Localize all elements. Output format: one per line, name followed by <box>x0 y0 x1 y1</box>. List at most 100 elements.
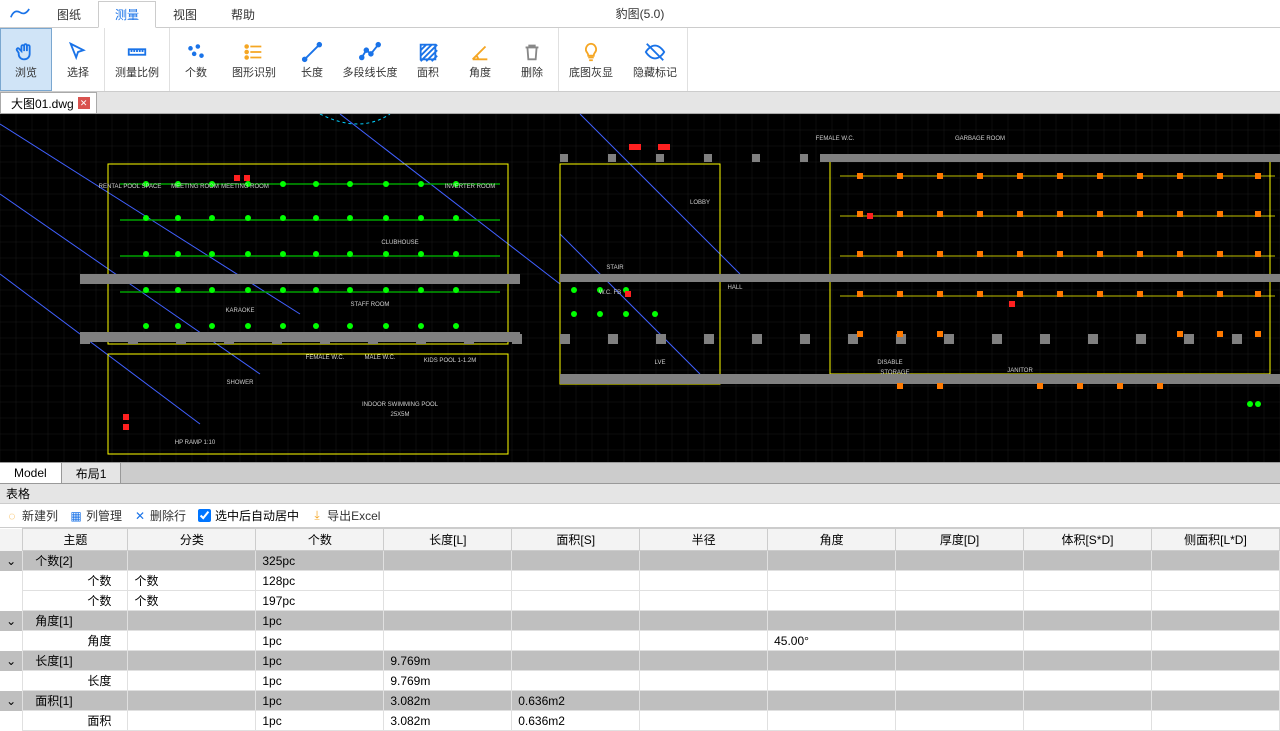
scale-button[interactable]: 测量比例 <box>105 28 169 91</box>
svg-text:JANITOR: JANITOR <box>1007 368 1033 374</box>
document-tab-label: 大图01.dwg <box>11 95 74 112</box>
cursor-icon <box>67 40 89 64</box>
svg-text:STAIR: STAIR <box>606 265 624 271</box>
browse-button[interactable]: 浏览 <box>0 28 52 91</box>
select-button[interactable]: 选择 <box>52 28 104 91</box>
column-header[interactable]: 半径 <box>640 529 768 551</box>
svg-text:HP RAMP 1:10: HP RAMP 1:10 <box>175 440 216 446</box>
line-icon <box>301 40 323 64</box>
svg-text:KIDS POOL 1-1.2M: KIDS POOL 1-1.2M <box>424 358 476 364</box>
app-logo-icon <box>0 0 40 27</box>
delete-row-button[interactable]: ✕ 删除行 <box>134 507 186 524</box>
eye-off-icon <box>644 40 666 64</box>
count-button[interactable]: 个数 <box>170 28 222 91</box>
shape-rec-button[interactable]: 图形识别 <box>222 28 286 91</box>
collapse-icon[interactable]: ⌄ <box>6 654 16 668</box>
drawing-canvas[interactable]: RENTAL POOL SPACE MEETING ROOMMEETING ROO… <box>0 114 1280 462</box>
svg-text:MEETING ROOM: MEETING ROOM <box>171 184 219 190</box>
document-tab-bar: 大图01.dwg ✕ <box>0 92 1280 114</box>
plus-circle-icon: ◌ <box>6 510 18 522</box>
svg-text:KARAOKE: KARAOKE <box>225 308 254 314</box>
layout-tab-1[interactable]: 布局1 <box>62 463 122 483</box>
table-toolbar: ◌ 新建列 ▦ 列管理 ✕ 删除行 选中后自动居中 ⤓ 导出Excel <box>0 504 1280 528</box>
polyline-icon <box>359 40 381 64</box>
list-icon <box>243 40 265 64</box>
dots-icon <box>185 40 207 64</box>
svg-text:INDOOR SWIMMING POOL: INDOOR SWIMMING POOL <box>362 402 439 408</box>
svg-text:GARBAGE ROOM: GARBAGE ROOM <box>955 136 1005 142</box>
table-panel: 表格 ◌ 新建列 ▦ 列管理 ✕ 删除行 选中后自动居中 ⤓ 导出Excel 主… <box>0 484 1280 731</box>
poly-length-button[interactable]: 多段线长度 <box>338 28 402 91</box>
table-row[interactable]: 长度1pc9.769m <box>0 671 1280 691</box>
menu-item-0[interactable]: 图纸 <box>40 0 98 27</box>
svg-text:CLUBHOUSE: CLUBHOUSE <box>381 240 418 246</box>
hatch-icon <box>417 40 439 64</box>
layout-tab-bar: Model布局1 <box>0 462 1280 484</box>
svg-text:LVE: LVE <box>655 360 666 366</box>
svg-text:STAFF ROOM: STAFF ROOM <box>351 302 390 308</box>
hand-icon <box>15 40 37 64</box>
column-header[interactable]: 长度[L] <box>384 529 512 551</box>
auto-center-checkbox[interactable]: 选中后自动居中 <box>198 507 299 524</box>
svg-text:INVERTER ROOM: INVERTER ROOM <box>445 184 496 190</box>
manage-columns-button[interactable]: ▦ 列管理 <box>70 507 122 524</box>
column-header[interactable]: 侧面积[L*D] <box>1151 529 1279 551</box>
length-button[interactable]: 长度 <box>286 28 338 91</box>
table-group-row[interactable]: ⌄面积[1]1pc3.082m0.636m2 <box>0 691 1280 711</box>
svg-text:HALL: HALL <box>727 285 743 291</box>
area-button[interactable]: 面积 <box>402 28 454 91</box>
menu-item-3[interactable]: 帮助 <box>214 0 272 27</box>
export-excel-button[interactable]: ⤓ 导出Excel <box>311 507 380 524</box>
svg-text:MALE W.C.: MALE W.C. <box>364 355 395 361</box>
ribbon-toolbar: 浏览选择测量比例个数图形识别长度多段线长度面积角度删除底图灰显隐藏标记 <box>0 28 1280 92</box>
collapse-icon[interactable]: ⌄ <box>6 554 16 568</box>
delete-button[interactable]: 删除 <box>506 28 558 91</box>
svg-text:STORAGE: STORAGE <box>880 370 909 376</box>
menu-item-2[interactable]: 视图 <box>156 0 214 27</box>
angle-button[interactable]: 角度 <box>454 28 506 91</box>
table-row[interactable]: 个数个数197pc <box>0 591 1280 611</box>
svg-text:FEMALE W.C.: FEMALE W.C. <box>306 355 345 361</box>
column-header[interactable]: 角度 <box>768 529 896 551</box>
column-header[interactable]: 体积[S*D] <box>1024 529 1152 551</box>
svg-text:W.C. FB: W.C. FB <box>599 290 621 296</box>
columns-icon: ▦ <box>70 510 82 522</box>
table-group-row[interactable]: ⌄长度[1]1pc9.769m <box>0 651 1280 671</box>
table-group-row[interactable]: ⌄角度[1]1pc <box>0 611 1280 631</box>
svg-text:SHOWER: SHOWER <box>227 380 255 386</box>
column-header[interactable]: 厚度[D] <box>896 529 1024 551</box>
table-panel-title: 表格 <box>0 484 1280 504</box>
table-row[interactable]: 个数个数128pc <box>0 571 1280 591</box>
svg-text:FEMALE W.C.: FEMALE W.C. <box>816 136 855 142</box>
column-header[interactable]: 个数 <box>256 529 384 551</box>
column-header[interactable]: 分类 <box>128 529 256 551</box>
trash-icon <box>521 40 543 64</box>
delete-row-icon: ✕ <box>134 510 146 522</box>
measurement-table: 主题分类个数长度[L]面积[S]半径角度厚度[D]体积[S*D]侧面积[L*D]… <box>0 528 1280 731</box>
document-tab[interactable]: 大图01.dwg ✕ <box>0 92 97 113</box>
layout-tab-0[interactable]: Model <box>0 463 62 483</box>
svg-text:25X5M: 25X5M <box>390 412 409 418</box>
angle-icon <box>469 40 491 64</box>
new-column-button[interactable]: ◌ 新建列 <box>6 507 58 524</box>
column-header[interactable]: 面积[S] <box>512 529 640 551</box>
table-row[interactable]: 角度1pc45.00° <box>0 631 1280 651</box>
svg-text:DISABLE: DISABLE <box>877 360 902 366</box>
ruler-icon <box>126 40 148 64</box>
menu-item-1[interactable]: 测量 <box>98 1 156 28</box>
svg-text:LOBBY: LOBBY <box>690 200 710 206</box>
export-icon: ⤓ <box>311 510 323 522</box>
svg-text:RENTAL POOL SPACE: RENTAL POOL SPACE <box>99 184 162 190</box>
drawing-content: RENTAL POOL SPACE MEETING ROOMMEETING ROO… <box>0 114 1280 462</box>
table-group-row[interactable]: ⌄个数[2]325pc <box>0 551 1280 571</box>
dim-button[interactable]: 底图灰显 <box>559 28 623 91</box>
column-header[interactable]: 主题 <box>23 529 128 551</box>
bulb-icon <box>580 40 602 64</box>
table-row[interactable]: 面积1pc3.082m0.636m2 <box>0 711 1280 731</box>
close-tab-button[interactable]: ✕ <box>78 97 90 109</box>
collapse-icon[interactable]: ⌄ <box>6 614 16 628</box>
svg-text:MEETING ROOM: MEETING ROOM <box>221 184 269 190</box>
hide-mark-button[interactable]: 隐藏标记 <box>623 28 687 91</box>
collapse-icon[interactable]: ⌄ <box>6 694 16 708</box>
auto-center-checkbox-input[interactable] <box>198 509 211 522</box>
